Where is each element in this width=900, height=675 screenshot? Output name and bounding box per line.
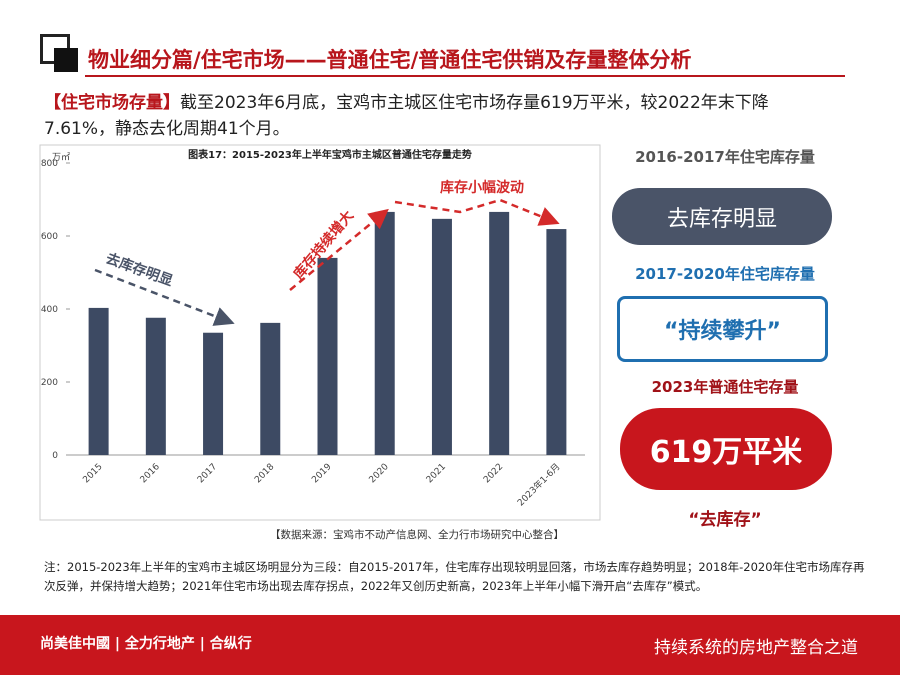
annotation: 去库存明显 <box>104 250 176 290</box>
panel-label: 2023年普通住宅存量 <box>651 378 799 396</box>
chart-frame <box>39 144 601 521</box>
title-icon <box>54 48 78 72</box>
x-tick-label: 2019 <box>310 462 333 485</box>
bar <box>145 317 166 455</box>
intro: 【住宅市场存量】截至2023年6月底，宝鸡市主城区住宅市场存量619万平米，较2… <box>44 90 824 142</box>
intro-label: 【住宅市场存量】 <box>44 93 180 113</box>
x-tick-label: 2015 <box>81 462 104 485</box>
panel-label: “去库存” <box>688 510 762 530</box>
x-tick-label: 2021 <box>425 462 448 485</box>
panel-label: 2017-2020年住宅库存量 <box>635 265 815 283</box>
x-tick-label: 2016 <box>139 462 162 485</box>
panel-label: 2016-2017年住宅库存量 <box>635 148 815 166</box>
chart: 图表17：2015-2023年上半年宝鸡市主城区普通住宅存量走势 万㎡【数据来源：… <box>39 144 601 541</box>
y-tick-label: 400 <box>41 305 58 315</box>
y-tick-label: 600 <box>41 232 58 242</box>
annotation: 库存小幅波动 <box>440 179 524 196</box>
panel-pill: 619万平米 <box>620 408 832 490</box>
bar <box>374 211 395 455</box>
note: 注：2015-2023年上半年的宝鸡市主城区场明显分为三段：自2015-2017… <box>44 560 865 593</box>
source: 【数据来源：宝鸡市不动产信息网、全力行市场研究中心整合】 <box>270 528 564 541</box>
footer-logos: 尚美佳中國 | 全力行地产 | 合纵行 <box>40 636 252 652</box>
arrow <box>394 198 560 226</box>
title-rule <box>85 75 845 77</box>
bar <box>260 322 281 455</box>
bar <box>431 218 452 455</box>
footer: 尚美佳中國 | 全力行地产 | 合纵行 持续系统的房地产整合之道 <box>0 615 900 675</box>
y-tick-label: 0 <box>52 451 58 461</box>
arrow <box>94 268 235 326</box>
footer-slogan: 持续系统的房地产整合之道 <box>654 638 858 658</box>
y-tick-label: 200 <box>41 378 58 388</box>
panel-box: “持续攀升” <box>617 296 828 362</box>
x-tick-label: 2020 <box>368 462 391 485</box>
x-tick-label: 2018 <box>253 462 276 485</box>
y-axis-label: 万㎡ <box>52 152 70 163</box>
arrow <box>289 208 389 291</box>
bar <box>317 257 338 455</box>
intro-text: 截至2023年6月底，宝鸡市主城区住宅市场存量619万平米，较2022年末下降7… <box>44 93 769 139</box>
x-tick-label: 2017 <box>196 462 219 485</box>
bar <box>88 307 109 455</box>
bar <box>489 211 510 455</box>
x-tick-label: 2023年1-6月 <box>515 461 563 509</box>
bar <box>203 332 224 455</box>
chart-title: 图表17：2015-2023年上半年宝鸡市主城区普通住宅存量走势 <box>188 148 472 161</box>
x-tick-label: 2022 <box>482 462 505 485</box>
panel-pill: 去库存明显 <box>612 188 832 245</box>
y-tick-label: 800 <box>41 159 58 169</box>
bar <box>546 229 567 455</box>
slide-title: 物业细分篇/住宅市场——普通住宅/普通住宅供销及存量整体分析 <box>88 48 692 72</box>
